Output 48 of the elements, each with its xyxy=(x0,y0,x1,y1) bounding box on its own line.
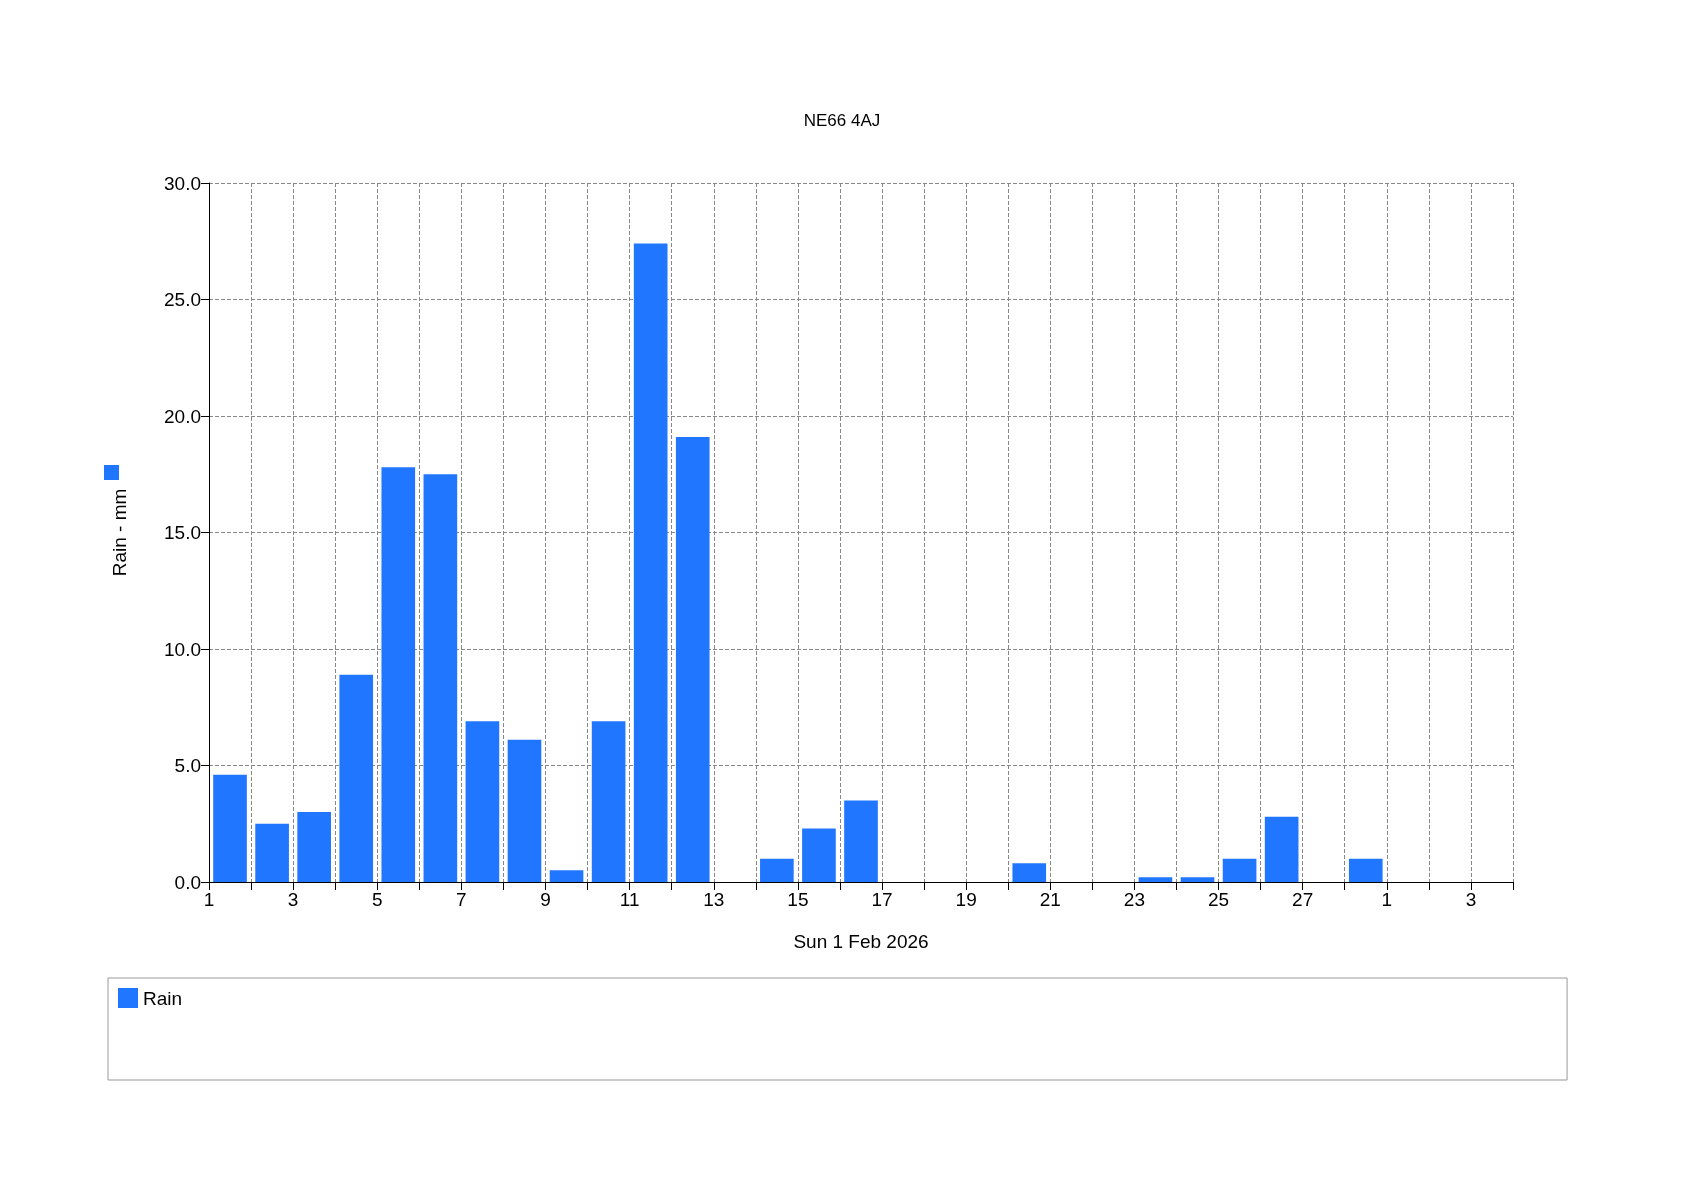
x-tick-label: 3 xyxy=(287,889,299,910)
x-tick-label: 1 xyxy=(203,889,215,910)
x-tick-label: 11 xyxy=(619,889,640,910)
y-tick-label: 25.0 xyxy=(164,289,201,310)
x-tick-label: 15 xyxy=(787,889,809,910)
bar xyxy=(381,467,416,882)
x-tick-label: 13 xyxy=(703,889,725,910)
bar xyxy=(1012,863,1047,882)
x-tick-label: 17 xyxy=(871,889,893,910)
bar xyxy=(549,870,584,882)
x-tick-label: 19 xyxy=(955,889,977,910)
bar xyxy=(675,436,710,882)
bar xyxy=(844,800,878,882)
x-tick-label: 1 xyxy=(1381,889,1393,910)
x-tick-label: 3 xyxy=(1465,889,1477,910)
x-axis-title: Sun 1 Feb 2026 xyxy=(793,931,929,952)
x-tick-label: 5 xyxy=(371,889,383,910)
y-tick-label: 20.0 xyxy=(164,405,201,427)
bar xyxy=(802,828,836,882)
bar xyxy=(1348,858,1383,882)
x-tick-label: 7 xyxy=(456,889,467,910)
y-tick-label: 5.0 xyxy=(174,755,201,776)
x-tick-label: 25 xyxy=(1207,889,1230,910)
bar xyxy=(633,243,668,882)
legend-label: Rain xyxy=(143,987,183,1009)
bar xyxy=(1138,877,1173,882)
bar xyxy=(465,721,500,882)
bar xyxy=(339,674,374,882)
bar xyxy=(1264,816,1299,882)
bar xyxy=(255,823,289,882)
chart-title: NE66 4AJ xyxy=(803,111,881,130)
x-tick-label: 9 xyxy=(540,889,551,910)
y-tick-label: 15.0 xyxy=(164,522,201,543)
bar xyxy=(507,739,542,882)
y-tick-label: 0.0 xyxy=(174,871,201,893)
bar xyxy=(213,774,247,882)
y-axis-title: Rain - mm xyxy=(109,488,130,577)
bar xyxy=(591,721,626,882)
x-tick-label: 27 xyxy=(1292,889,1314,910)
bar xyxy=(297,812,331,882)
y-tick-label: 10.0 xyxy=(164,638,201,660)
x-tick-label: 21 xyxy=(1039,889,1061,910)
x-tick-label: 23 xyxy=(1123,889,1145,910)
y-tick-label: 30.0 xyxy=(164,172,201,194)
bar xyxy=(1222,858,1257,882)
bar xyxy=(760,858,794,882)
bar xyxy=(1180,877,1215,882)
bar xyxy=(423,474,458,882)
